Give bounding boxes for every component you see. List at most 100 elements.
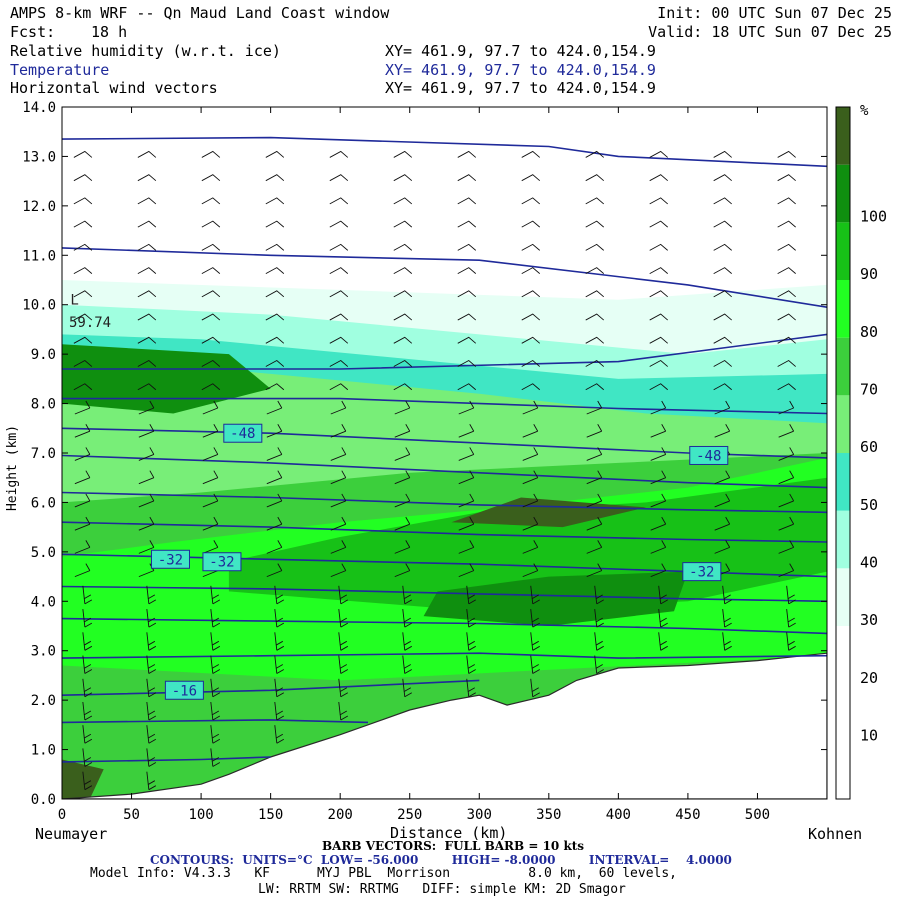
wind-barb: [393, 150, 413, 158]
colorbar-segment: [836, 107, 850, 165]
y-tick-label: 9.0: [31, 347, 56, 363]
terrain-surface: [62, 652, 827, 799]
x-tick-label: 450: [675, 807, 700, 823]
wind-barb: [393, 359, 413, 367]
colorbar-segment: [836, 395, 850, 453]
wind-barb: [137, 197, 157, 205]
wind-barb: [522, 493, 539, 508]
y-tick-label: 7.0: [31, 446, 56, 462]
valid-time: Valid: 18 UTC Sun 07 Dec 25: [648, 23, 892, 41]
wind-barb: [594, 609, 604, 628]
wind-barb: [585, 197, 605, 205]
y-tick-label: 6.0: [31, 495, 56, 511]
wind-barb: [786, 609, 796, 628]
wind-barb: [521, 359, 541, 367]
wind-barb: [394, 493, 411, 508]
wind-barb: [202, 516, 219, 531]
wind-barb: [266, 447, 283, 461]
x-tick-label: 500: [745, 807, 770, 823]
wind-barb: [137, 383, 157, 391]
wind-barb: [530, 585, 540, 605]
wind-barb: [650, 447, 667, 461]
wind-barb: [329, 290, 349, 298]
y-tick-label: 8.0: [31, 397, 56, 413]
wind-barb: [713, 383, 732, 391]
contour-label-box: [164, 680, 204, 700]
wind-barb: [265, 267, 285, 275]
wind-barb: [393, 290, 413, 298]
wind-barb: [650, 400, 667, 415]
wind-barb: [777, 150, 796, 158]
wind-barb: [146, 678, 157, 698]
wind-barb: [338, 655, 349, 674]
wind-barb: [713, 313, 732, 321]
wind-barb: [658, 632, 668, 651]
wind-barb: [202, 424, 219, 438]
wind-barb: [522, 400, 539, 415]
wind-barb: [201, 150, 221, 158]
wind-barb: [458, 540, 475, 554]
wind-barb: [394, 400, 411, 415]
wind-barb: [458, 470, 475, 485]
wind-barb: [73, 290, 93, 298]
wind-barb: [786, 632, 796, 651]
contour-label-layer: -48 -48 -32 -32 -32 -16 L 59.74: [69, 293, 729, 700]
isotherm-line: [62, 617, 827, 635]
isotherm-line: [62, 553, 827, 578]
wind-barb: [594, 655, 604, 674]
wind-barb: [338, 609, 349, 628]
wind-barb: [74, 493, 91, 508]
wind-barb: [82, 678, 93, 698]
wind-barb: [146, 632, 157, 651]
wind-barb: [530, 678, 540, 698]
wind-barb: [585, 174, 605, 182]
wind-barb: [146, 725, 157, 744]
wind-barb: [274, 609, 285, 628]
field-wind-xy: XY= 461.9, 97.7 to 424.0,154.9: [385, 79, 656, 97]
fcst-label: Fcst:: [10, 23, 56, 41]
wind-barb: [521, 220, 541, 228]
wind-barb: [274, 725, 285, 744]
x-axis-label: Distance (km): [390, 824, 508, 842]
wind-barb: [650, 516, 667, 531]
wind-barb: [329, 383, 349, 391]
wind-barb: [778, 424, 795, 438]
wind-barb: [330, 540, 347, 554]
wind-barb: [585, 313, 605, 321]
wind-barb: [338, 678, 349, 698]
init-time: Init: 00 UTC Sun 07 Dec 25: [657, 4, 892, 22]
x-tick-label: 100: [188, 807, 213, 823]
wind-barb: [74, 424, 91, 438]
colorbar-segment: [836, 164, 850, 223]
wind-barb: [777, 383, 796, 391]
wind-barb: [714, 540, 731, 554]
wind-barb: [457, 174, 477, 182]
wind-barb: [522, 540, 539, 554]
wind-barb: [73, 383, 93, 391]
wind-barb: [73, 313, 93, 321]
isotherm-line: [62, 427, 827, 459]
wind-barb: [649, 383, 668, 391]
wind-barb: [265, 243, 285, 251]
field-temp-xy: XY= 461.9, 97.7 to 424.0,154.9: [385, 61, 656, 79]
y-tick-label: 13.0: [22, 149, 56, 165]
wind-barb: [466, 609, 476, 628]
wind-barb: [202, 470, 219, 485]
wind-barb: [201, 243, 221, 251]
wind-barb: [457, 267, 477, 275]
wind-barb: [265, 220, 285, 228]
wind-barb: [201, 290, 221, 298]
colorbar-segment: [836, 568, 850, 626]
field-wind-name: Horizontal wind vectors: [10, 79, 218, 97]
wind-barb: [74, 470, 91, 485]
wind-barb: [138, 540, 155, 554]
y-tick-label: 4.0: [31, 594, 56, 610]
colorbar-segment: [836, 741, 850, 799]
field-rh-name: Relative humidity (w.r.t. ice): [10, 42, 281, 60]
wind-barb: [137, 313, 157, 321]
wind-barb: [137, 290, 157, 298]
wind-barb: [265, 383, 285, 391]
wind-barb: [457, 197, 477, 205]
wind-barb: [338, 585, 349, 605]
wind-barb: [457, 150, 477, 158]
